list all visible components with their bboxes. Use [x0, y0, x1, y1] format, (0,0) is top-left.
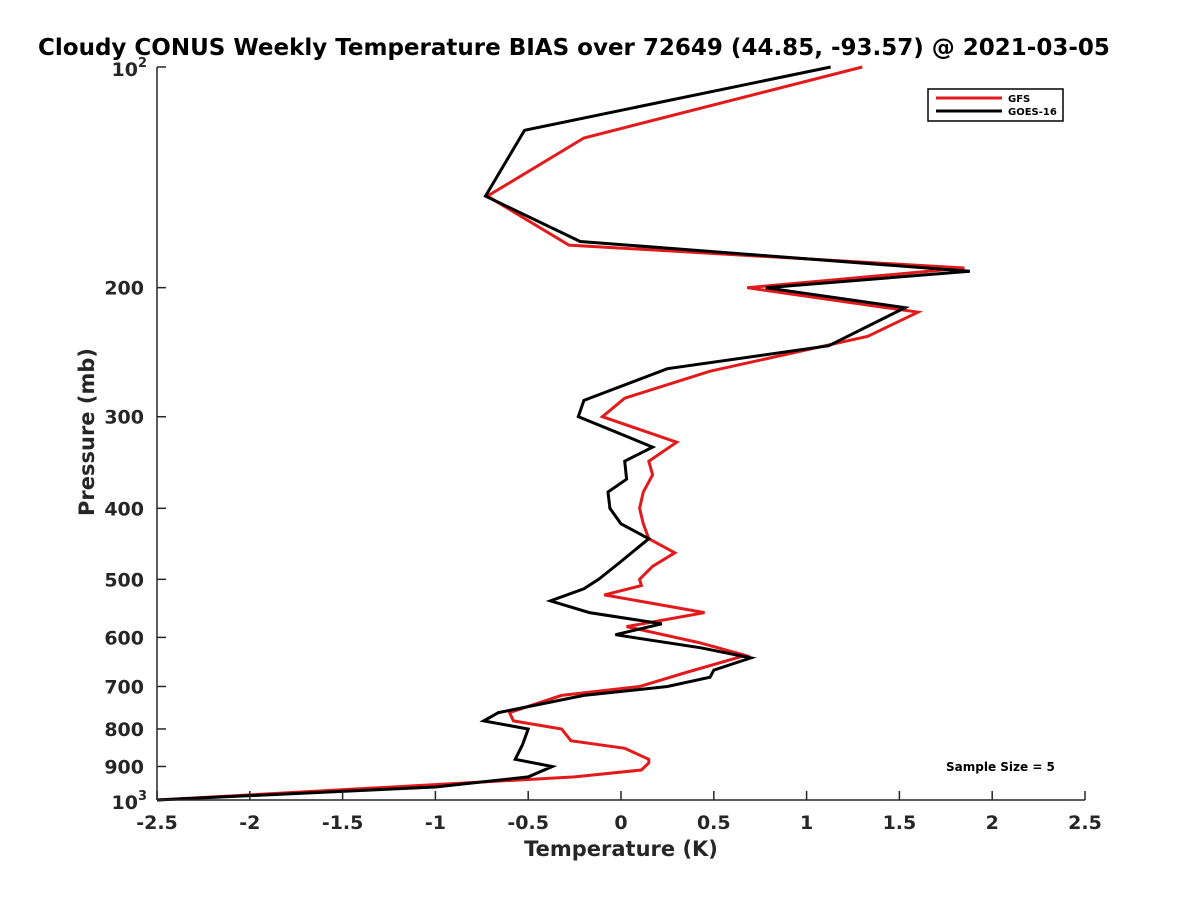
chart-title: Cloudy CONUS Weekly Temperature BIAS ove… [38, 35, 1110, 61]
x-tick-label: -2.5 [136, 812, 178, 834]
y-tick-label: 600 [104, 627, 144, 649]
y-tick-label-bottom-exp: 3 [138, 789, 147, 804]
x-tick-label: 1 [800, 812, 813, 834]
y-tick-label-top-exp: 2 [138, 56, 147, 71]
y-tick-label-bottom-base: 10 [112, 792, 138, 814]
series-line-gfs [157, 65, 965, 802]
y-tick-label: 400 [104, 498, 144, 520]
legend: GFS GOES-16 [927, 88, 1064, 122]
sample-size-annotation: Sample Size = 5 [946, 760, 1055, 774]
x-tick-label: 2 [986, 812, 999, 834]
x-tick-label: -1 [425, 812, 446, 834]
y-axis-label: Pressure (mb) [75, 348, 99, 516]
x-tick-label: 2.5 [1068, 812, 1102, 834]
y-tick-label: 800 [104, 719, 144, 741]
y-tick-label: 900 [104, 756, 144, 778]
x-axis-label: Temperature (K) [524, 837, 718, 861]
x-tick-label: -2 [239, 812, 260, 834]
x-tick-label: 0.5 [697, 812, 731, 834]
x-tick-label: 1.5 [883, 812, 917, 834]
y-tick-label: 700 [104, 676, 144, 698]
x-tick-label: 0 [614, 812, 627, 834]
y-tick-label-top: 102 [112, 56, 148, 81]
legend-label: GOES-16 [1008, 107, 1057, 118]
series-line-goes-16 [157, 65, 971, 802]
y-tick-label-bottom: 103 [112, 789, 148, 814]
y-tick-label: 200 [104, 278, 144, 300]
series-layer [157, 65, 971, 802]
legend-label: GFS [1008, 94, 1030, 105]
y-tick-label-top-base: 10 [112, 59, 138, 81]
axes-layer: -2.5 -2 -1.5 -1 -0.5 0 0.5 1 1.5 2 2.5102103200300… [104, 56, 1102, 834]
legend-box [927, 88, 1064, 122]
y-tick-label: 300 [104, 407, 144, 429]
x-tick-label: -0.5 [507, 812, 549, 834]
y-tick-label: 500 [104, 569, 144, 591]
x-tick-label: -1.5 [322, 812, 364, 834]
